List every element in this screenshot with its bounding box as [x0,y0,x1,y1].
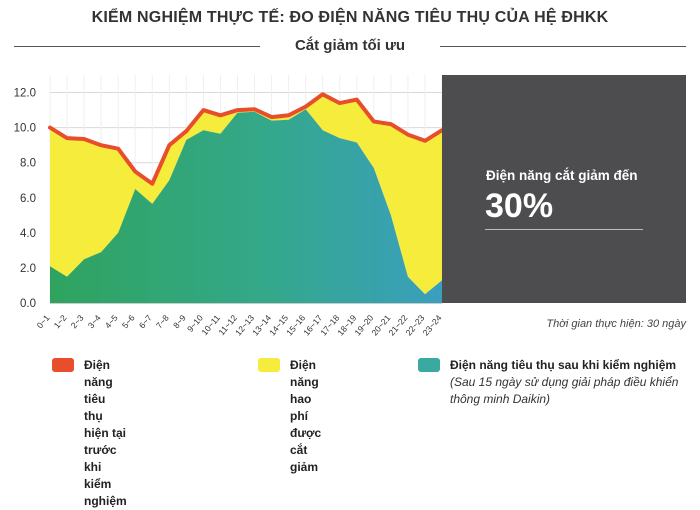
subtitle-rule-left [14,46,260,47]
legend-label-after: Điện năng tiêu thụ sau khi kiểm nghiệm [450,358,677,372]
before-energy-line [48,92,444,186]
x-tick-label: 1~2 [52,313,69,331]
y-tick-label: 10.0 [14,123,36,135]
y-tick-label: 6.0 [20,193,36,205]
y-tick-label: 4.0 [20,228,36,240]
chart-subtitle: Cắt giảm tối ưu [294,37,406,54]
legend-swatch-after [418,358,440,372]
chart-title: KIỂM NGHIỆM THỰC TẾ: ĐO ĐIỆN NĂNG TIÊU T… [91,9,609,26]
legend-sublabel-after: (Sau 15 ngày sử dụng giải pháp điều khiể… [450,375,679,406]
duration-note: Thời gian thực hiện: 30 ngày [546,318,686,330]
y-tick-label: 2.0 [20,263,36,275]
x-tick-label: 5~6 [120,313,137,331]
legend-label-wasted-1: Điện năng hao phí [290,358,319,423]
chart-plot: 0.0 2.0 4.0 6.0 8.0 10.0 12.0 0~1 1~2 2~3 3~4 4~5 5… [14,75,444,338]
wasted-energy-area [50,94,442,295]
y-tick-label: 8.0 [20,158,36,170]
savings-callout: Điện năng cắt giảm đến 30% [442,75,686,303]
x-tick-label: 6~7 [137,313,154,331]
legend-swatch-before [52,358,74,372]
subtitle-rule-right [440,46,686,47]
legend: Điện năng tiêu thụ hiện tại trước khi ki… [0,357,700,508]
x-tick-label: 0~1 [35,313,52,331]
x-tick-label: 2~3 [69,313,86,331]
legend-label-before-1: Điện năng tiêu thụ hiện tại [84,358,127,440]
x-tick-label: 23~24 [421,313,444,338]
subtitle-row: Cắt giảm tối ưu [14,35,686,57]
x-tick-label: 3~4 [86,313,103,331]
y-tick-label: 0.0 [20,298,36,310]
savings-rule [485,229,643,230]
legend-label-wasted-2: được cắt giảm [290,426,322,474]
legend-label-before-2: trước khi kiểm nghiệm [84,443,127,508]
x-tick-label: 4~5 [103,313,120,331]
legend-swatch-wasted [258,358,280,372]
savings-label: Điện năng cắt giảm đến [486,168,638,183]
y-tick-label: 12.0 [14,88,36,100]
savings-value: 30% [485,187,554,225]
x-tick-label: 7~8 [154,313,171,331]
after-energy-area [50,109,442,303]
